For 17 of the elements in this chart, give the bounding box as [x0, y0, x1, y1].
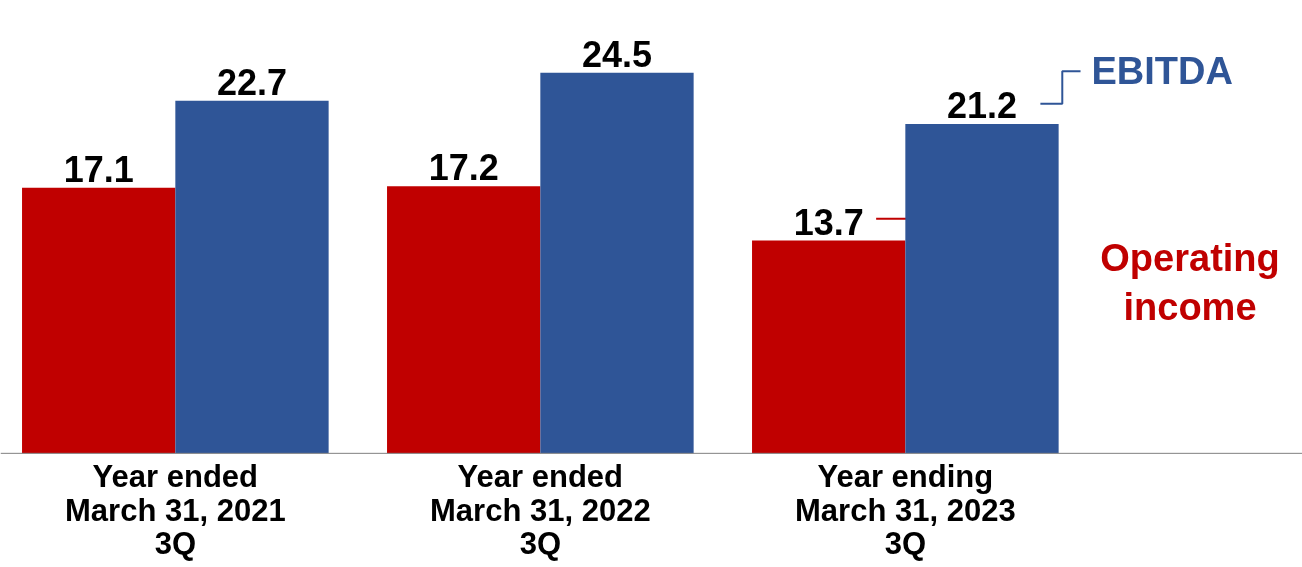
data-label: 21.2: [946, 85, 1018, 127]
data-label: 17.1: [63, 148, 134, 190]
data-label: 13.7: [793, 201, 864, 243]
x-tick-label: Year ending March 31, 2023 3Q: [795, 459, 1016, 561]
legend-label: Operating income: [1100, 237, 1280, 328]
bar: [22, 187, 176, 454]
bar: [387, 186, 541, 454]
bar: [905, 124, 1059, 454]
legend-label: EBITDA: [1091, 50, 1233, 93]
x-tick-label: Year ended March 31, 2021 3Q: [65, 459, 286, 561]
bar: [175, 100, 329, 454]
x-tick-label: Year ended March 31, 2022 3Q: [430, 459, 651, 561]
bar: [540, 72, 694, 454]
data-label: 17.2: [428, 147, 499, 189]
data-label: 24.5: [581, 33, 653, 75]
data-label: 22.7: [216, 61, 288, 103]
bar: [752, 240, 906, 454]
